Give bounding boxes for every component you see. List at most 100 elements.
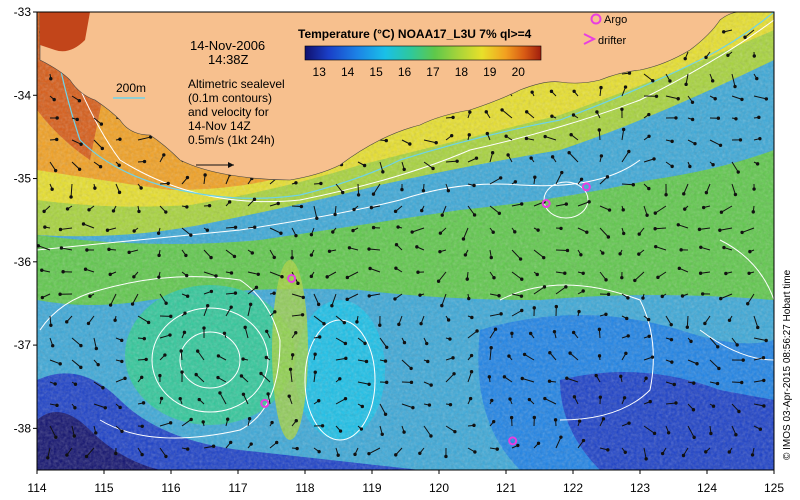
velocity-arrow-head [148,135,153,139]
velocity-arrow [744,29,755,38]
velocity-arrow-head [384,138,388,143]
velocity-arrow [49,359,61,365]
velocity-arrow-head [736,170,740,174]
velocity-arrow [401,403,414,409]
velocity-arrow-head [216,375,220,380]
velocity-arrow-head [347,246,352,250]
velocity-arrow-head [618,252,622,256]
velocity-arrow-head [581,289,585,293]
velocity-arrow [687,425,695,438]
velocity-arrow-head [65,453,69,457]
velocity-arrow-head [247,417,252,421]
scale-arrow [196,162,234,168]
velocity-arrow-head [42,209,46,214]
velocity-arrow-head [364,359,369,364]
velocity-arrow [331,293,337,306]
velocity-arrow [379,337,388,348]
velocity-arrow-head [669,322,673,327]
velocity-arrow [577,201,590,207]
velocity-arrow-head [529,156,533,160]
velocity-arrow-head [585,230,589,234]
velocity-arrow-head [748,249,752,254]
velocity-arrow [357,381,370,385]
velocity-arrow-head [727,450,732,454]
velocity-arrow [71,161,80,170]
velocity-arrow-head [338,429,343,433]
velocity-arrow-head [279,231,283,235]
velocity-arrow-head [84,454,89,459]
velocity-arrow-head [470,315,474,320]
velocity-arrow [423,139,437,144]
velocity-arrow-head [371,192,376,196]
velocity-arrow-head [380,432,384,436]
velocity-arrow-head [356,193,361,197]
velocity-arrow [533,286,545,295]
velocity-arrow-head [86,321,91,326]
velocity-arrow-head [670,360,674,364]
velocity-arrow-head [317,399,321,403]
velocity-arrow-head [733,192,738,197]
velocity-arrow-head [722,245,726,250]
x-tick-label: 125 [764,481,784,495]
velocity-arrow-head [485,131,490,136]
velocity-arrow-head [682,192,686,196]
velocity-arrow-head [599,85,603,90]
velocity-arrow-head [668,79,672,83]
velocity-arrow [132,293,139,305]
velocity-arrow-head [317,335,322,339]
velocity-arrow-head [693,141,697,146]
velocity-arrow-head [548,350,552,355]
velocity-arrow-head [750,453,755,457]
y-tick-label: -36 [14,255,32,269]
velocity-arrow-head [88,294,92,298]
velocity-arrow-head [506,153,510,157]
velocity-arrow-head [427,403,432,407]
argo-float-marker [581,182,591,192]
velocity-arrow [369,293,381,297]
velocity-arrow-head [646,317,651,322]
velocity-arrow-head [55,403,59,408]
velocity-arrow-head [644,457,648,461]
velocity-arrow [247,304,252,317]
velocity-arrow-head [735,343,739,347]
x-tick-label: 120 [429,481,449,495]
velocity-arrow [137,136,151,141]
velocity-arrow [643,73,654,82]
velocity-arrow-head [734,117,738,121]
velocity-arrow-head [688,164,692,169]
colorbar-tick-label: 14 [341,65,355,79]
velocity-arrow-head [606,292,611,297]
velocity-arrow-head [518,257,523,261]
velocity-arrow [634,271,645,281]
velocity-arrow [665,95,679,100]
velocity-arrow-head [49,77,53,81]
velocity-arrow-head [157,253,161,258]
velocity-arrow-head [500,108,504,112]
velocity-arrow-head [123,376,127,381]
desc-line-4: 14-Nov 14Z [188,119,251,133]
velocity-arrow-head [565,248,570,253]
colorbar-tick-label: 13 [313,65,327,79]
velocity-arrow-head [549,89,554,94]
velocity-arrow-head [490,398,494,403]
velocity-arrow [159,293,167,304]
velocity-arrow [71,425,75,437]
velocity-arrow-head [542,255,546,260]
velocity-arrow-head [572,89,576,93]
velocity-arrow-head [295,446,299,451]
velocity-arrow-head [99,122,104,126]
velocity-arrow-head [164,210,168,214]
velocity-arrow [83,223,95,229]
velocity-arrow-head [117,190,122,195]
velocity-arrow [110,293,117,306]
velocity-arrow-head [162,153,166,157]
velocity-arrow-head [256,272,260,277]
velocity-arrow-head [489,255,493,260]
velocity-arrow-head [344,356,348,361]
velocity-arrow-head [710,79,715,83]
velocity-arrow-head [415,245,419,249]
velocity-arrow-head [157,275,161,279]
velocity-arrow-head [331,230,335,234]
velocity-arrow-head [738,138,743,142]
velocity-arrow-head [383,359,388,363]
